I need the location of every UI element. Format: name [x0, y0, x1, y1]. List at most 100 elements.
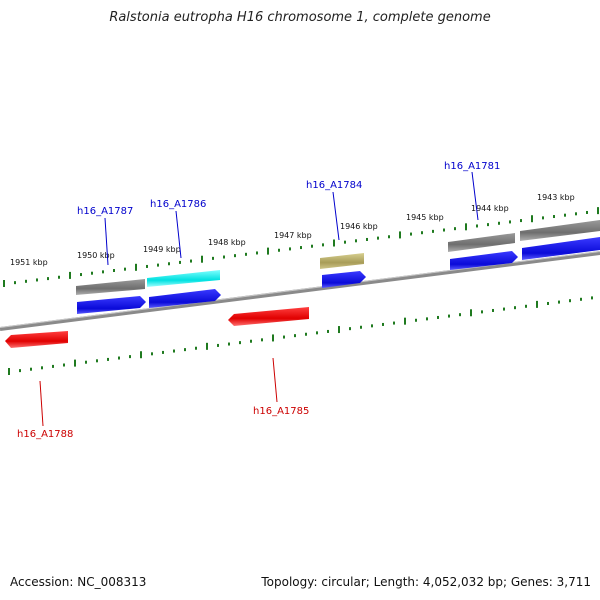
cds-forward-A1786[interactable] [149, 289, 221, 308]
minor-tick [509, 220, 511, 224]
minor-tick [498, 221, 500, 225]
major-tick [140, 351, 142, 359]
major-tick [272, 334, 274, 342]
minor-tick [25, 279, 27, 283]
minor-tick [91, 271, 93, 275]
minor-tick [558, 300, 560, 304]
minor-tick [102, 270, 104, 274]
minor-tick [327, 329, 329, 333]
minor-tick [487, 223, 489, 227]
minor-tick [289, 247, 291, 251]
minor-tick [575, 212, 577, 216]
minor-tick [426, 317, 428, 321]
minor-tick [586, 210, 588, 214]
minor-tick [569, 299, 571, 303]
minor-tick [591, 296, 593, 300]
minor-tick [305, 332, 307, 336]
genome-summary: Topology: circular; Length: 4,052,032 bp… [261, 575, 591, 589]
gene-feature-A1786[interactable] [147, 270, 220, 287]
minor-tick [311, 244, 313, 248]
minor-tick [355, 239, 357, 243]
cds-forward-A1781[interactable] [450, 251, 518, 270]
minor-tick [459, 313, 461, 317]
major-tick [201, 255, 203, 263]
accession-label: Accession: NC_008313 [10, 575, 147, 589]
minor-tick [492, 308, 494, 312]
minor-tick [393, 321, 395, 325]
minor-tick [124, 267, 126, 271]
major-tick [74, 359, 76, 367]
minor-tick [14, 281, 16, 285]
minor-tick [377, 236, 379, 240]
minor-tick [410, 232, 412, 236]
major-tick [135, 263, 137, 271]
gene-label-A1786[interactable]: h16_A1786 [150, 199, 206, 210]
gene-label-A1788[interactable]: h16_A1788 [17, 429, 73, 440]
label-leader [104, 217, 109, 266]
minor-tick [344, 240, 346, 244]
kbp-label: 1948 kbp [208, 238, 246, 247]
minor-tick [157, 263, 159, 267]
minor-tick [129, 355, 131, 359]
label-leader [332, 191, 340, 241]
major-tick [531, 215, 533, 223]
minor-tick [234, 254, 236, 258]
minor-tick [19, 369, 21, 373]
minor-tick [294, 334, 296, 338]
gene-feature-A1780[interactable] [520, 220, 600, 241]
minor-tick [421, 231, 423, 235]
minor-tick [80, 273, 82, 277]
minor-tick [316, 331, 318, 335]
cds-forward-A1787[interactable] [77, 296, 146, 314]
minor-tick [245, 252, 247, 256]
minor-tick [179, 260, 181, 264]
minor-tick [63, 363, 65, 367]
minor-tick [503, 307, 505, 311]
major-tick [206, 342, 208, 350]
kbp-label: 1949 kbp [143, 245, 181, 254]
rna-feature-A1784[interactable] [320, 253, 364, 269]
major-tick [536, 300, 538, 308]
minor-tick [173, 349, 175, 353]
minor-tick [371, 324, 373, 328]
cds-reverse-A1788[interactable] [5, 331, 68, 348]
minor-tick [228, 342, 230, 346]
minor-tick [151, 352, 153, 356]
kbp-label: 1944 kbp [471, 204, 509, 213]
minor-tick [366, 237, 368, 241]
minor-tick [322, 243, 324, 247]
minor-tick [30, 367, 32, 371]
minor-tick [580, 297, 582, 301]
minor-tick [85, 360, 87, 364]
major-tick [8, 368, 10, 375]
cds-reverse-A1785[interactable] [228, 307, 309, 326]
gene-feature-A1787[interactable] [76, 279, 145, 295]
gene-label-A1785[interactable]: h16_A1785 [253, 406, 309, 417]
gene-label-A1787[interactable]: h16_A1787 [77, 206, 133, 217]
minor-tick [564, 213, 566, 217]
minor-tick [547, 301, 549, 305]
minor-tick [195, 346, 197, 350]
gene-label-A1781[interactable]: h16_A1781 [444, 161, 500, 172]
minor-tick [184, 348, 186, 352]
gene-feature-A1781[interactable] [448, 233, 515, 252]
kbp-label: 1943 kbp [537, 193, 575, 202]
minor-tick [283, 335, 285, 339]
major-tick [470, 309, 472, 317]
kbp-label: 1947 kbp [274, 231, 312, 240]
label-leader [471, 171, 479, 221]
minor-tick [190, 259, 192, 263]
cds-forward-A1780[interactable] [522, 237, 600, 260]
minor-tick [448, 314, 450, 318]
minor-tick [349, 327, 351, 331]
minor-tick [223, 255, 225, 259]
minor-tick [432, 229, 434, 233]
minor-tick [553, 215, 555, 219]
cds-forward-A1784[interactable] [322, 271, 366, 288]
minor-tick [113, 269, 115, 273]
kbp-label: 1950 kbp [77, 251, 115, 260]
gene-label-A1784[interactable]: h16_A1784 [306, 180, 362, 191]
minor-tick [239, 341, 241, 345]
minor-tick [388, 235, 390, 239]
